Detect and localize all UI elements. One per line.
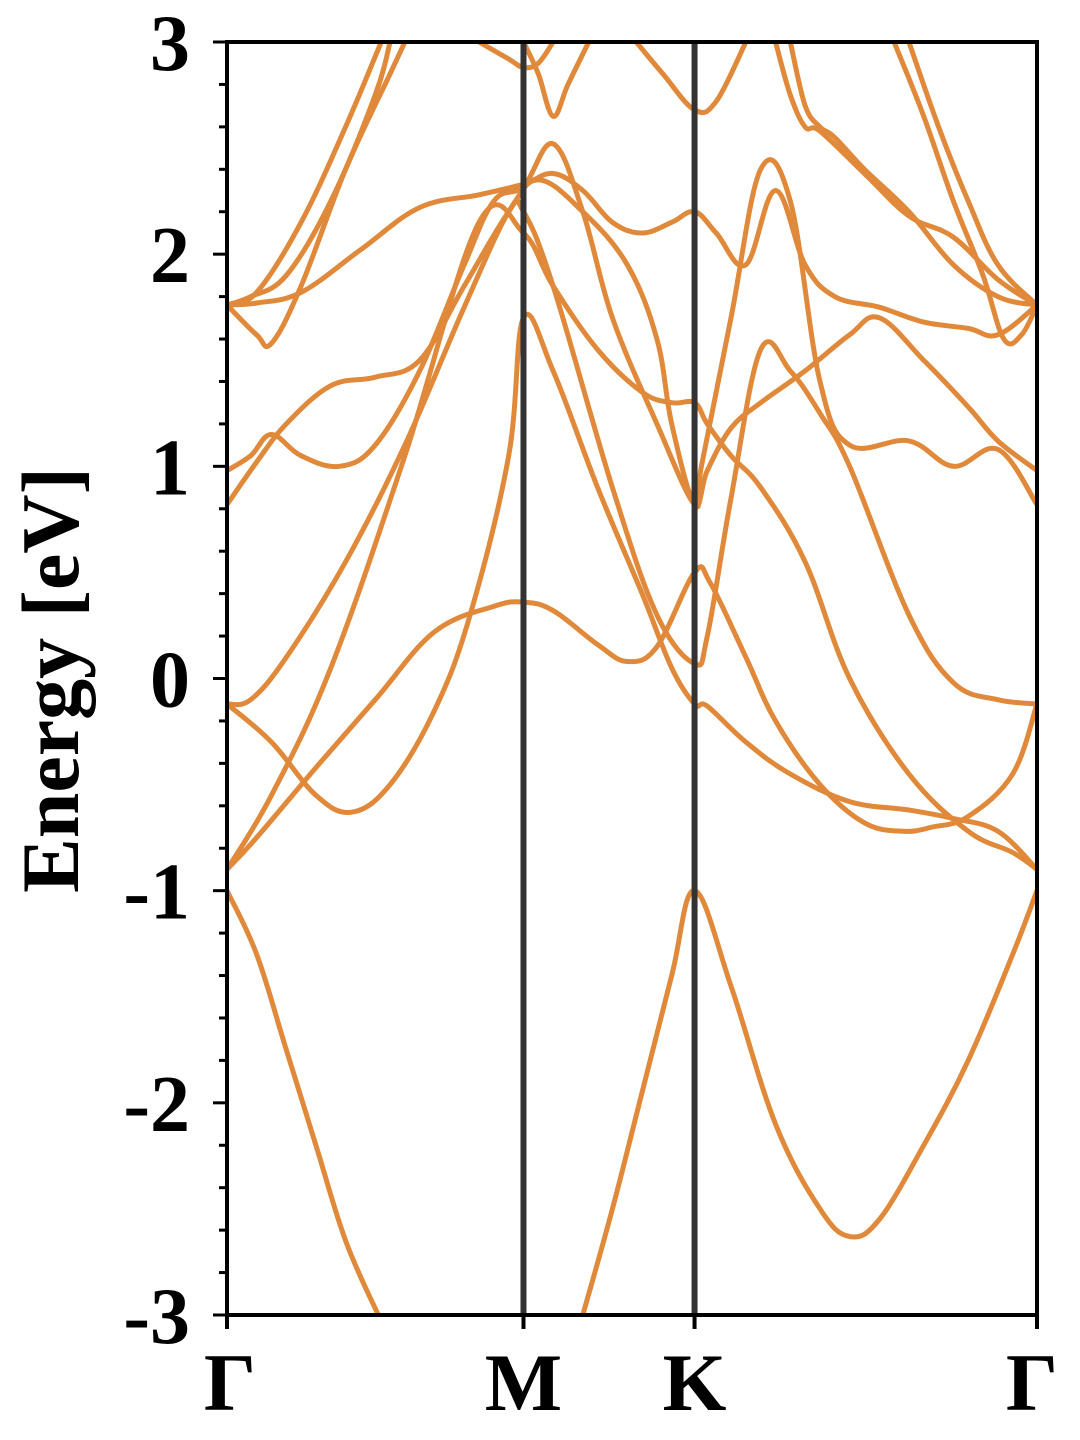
band-line-3 <box>227 564 1037 872</box>
band-line-7 <box>227 177 1037 509</box>
band-line-14 <box>521 42 592 119</box>
x-tick-label: Γ <box>204 1337 256 1428</box>
y-tick-label: 3 <box>150 0 190 88</box>
band-line-16 <box>787 42 1037 308</box>
band-line-18 <box>906 42 1037 308</box>
y-axis-label: Energy [eV] <box>5 467 96 893</box>
band-line-11 <box>227 42 384 308</box>
y-tick-label: 0 <box>150 637 190 725</box>
band-line-10 <box>227 42 408 350</box>
k-point-lines <box>520 42 698 1315</box>
band-line-8 <box>227 141 1037 510</box>
y-tick-label: 2 <box>150 212 190 300</box>
y-tick-label: -1 <box>123 849 190 937</box>
band-line-5 <box>227 202 1037 872</box>
y-tick-label: -3 <box>123 1273 190 1361</box>
band-line-1 <box>227 888 381 1315</box>
band-line-12 <box>227 42 393 308</box>
x-tick-label: K <box>663 1337 727 1428</box>
band-line-6 <box>227 197 1037 708</box>
y-axis-ticks: -3 -2 -1 0 1 2 3 <box>123 0 227 1361</box>
band-line-17 <box>773 42 1037 308</box>
y-tick-label: -2 <box>123 1061 190 1149</box>
band-line-4 <box>227 312 1037 872</box>
x-tick-label: Γ <box>1006 1337 1058 1428</box>
band-lines <box>227 42 1037 1315</box>
y-tick-label: 1 <box>150 424 190 512</box>
band-line-19 <box>891 42 1037 347</box>
band-line-13 <box>476 42 556 71</box>
band-line-9 <box>227 170 1037 339</box>
x-tick-label: M <box>485 1337 562 1428</box>
band-line-2 <box>580 888 1037 1315</box>
band-line-15 <box>633 42 749 116</box>
